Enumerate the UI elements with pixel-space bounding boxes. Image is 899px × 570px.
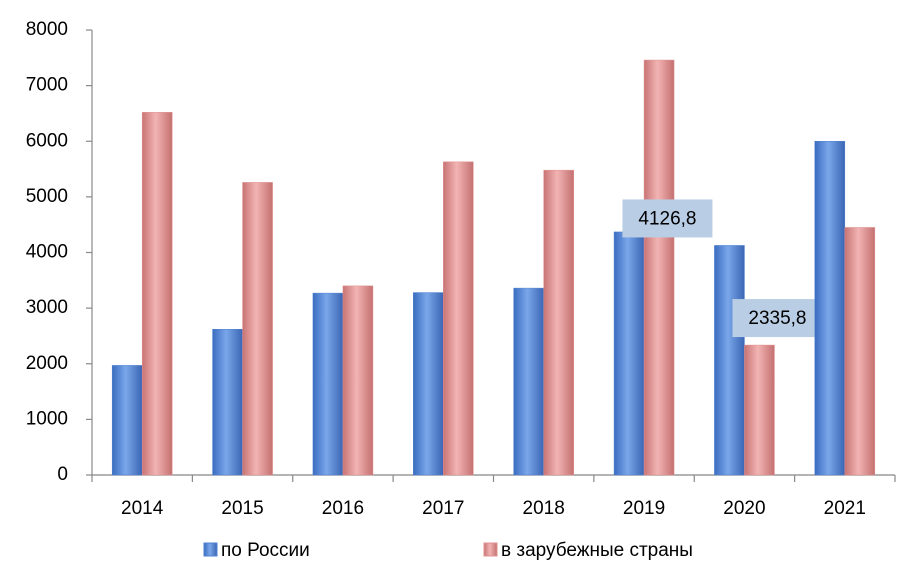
x-tick-label: 2019 [623,498,665,519]
legend-label: в зарубежные страны [501,540,693,561]
y-tick-label: 4000 [26,242,68,263]
y-tick-label: 6000 [26,130,68,151]
bar [242,182,273,476]
bar [714,245,745,476]
bar [543,169,574,476]
legend-swatch [483,542,498,557]
x-tick-label: 2020 [723,498,765,519]
bar [613,231,645,476]
legend-swatch [203,542,218,557]
bar [643,59,675,476]
bar [111,365,143,476]
data-label-box [732,299,823,338]
bar [212,329,243,476]
bar [443,161,474,476]
x-tick-label: 2017 [422,498,464,519]
bar [141,112,173,476]
bar [312,292,344,476]
data-label-box [622,199,713,238]
y-tick-label: 8000 [26,19,68,40]
bar [814,141,846,476]
y-tick-label: 0 [57,464,68,485]
bar [342,285,374,476]
bar [844,227,876,476]
x-tick-label: 2015 [221,498,263,519]
legend-label: по России [221,540,310,561]
data-label: 4126,8 [638,208,696,229]
x-tick-label: 2018 [523,498,565,519]
x-tick-label: 2021 [824,498,866,519]
data-label: 2335,8 [748,308,806,329]
bar [744,344,775,476]
x-tick-label: 2014 [121,498,164,519]
y-tick-label: 5000 [26,186,68,207]
y-tick-label: 7000 [26,75,68,96]
bar [413,292,444,476]
y-tick-label: 1000 [26,408,68,429]
x-tick-label: 2016 [322,498,364,519]
y-tick-label: 2000 [26,353,68,374]
bar [513,287,544,476]
y-tick-label: 3000 [26,297,68,318]
